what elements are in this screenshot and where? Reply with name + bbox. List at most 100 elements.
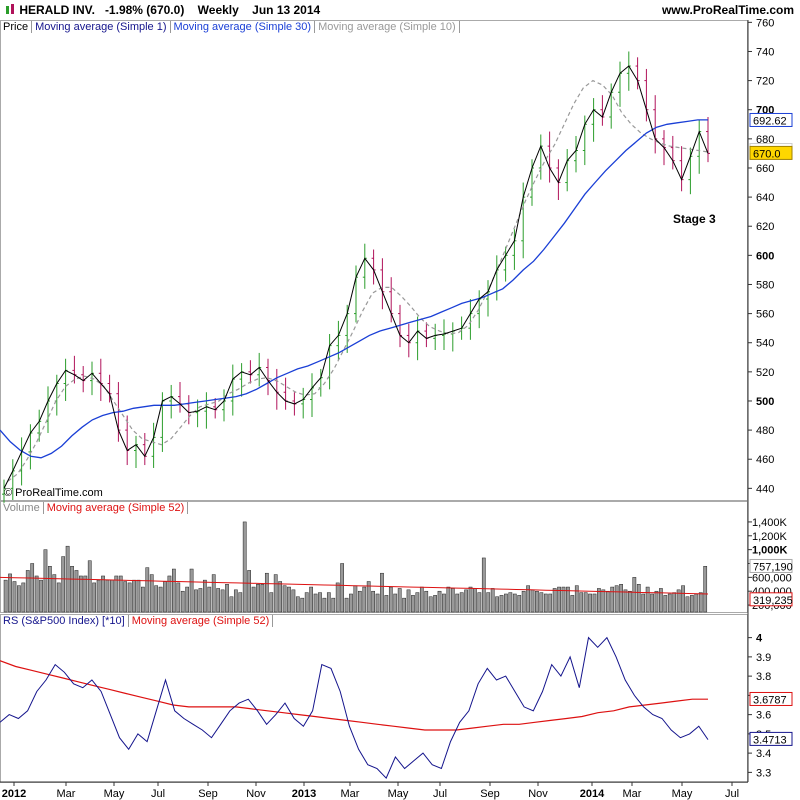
badge-vol-ma: 757,190 bbox=[753, 561, 793, 573]
volume-bar bbox=[636, 584, 641, 613]
volume-bar bbox=[672, 592, 677, 613]
y-tick-label: 560 bbox=[756, 309, 774, 321]
period: Weekly bbox=[197, 3, 239, 17]
volume-bar bbox=[12, 581, 17, 613]
y-tick-label: 520 bbox=[756, 367, 774, 379]
badge-vol-last: 319,235 bbox=[753, 595, 793, 607]
y-tick-label: 500 bbox=[756, 396, 774, 408]
volume-bar bbox=[645, 586, 650, 613]
legend-ma30[interactable]: Moving average (Simple 30) bbox=[170, 21, 316, 33]
header-icon bbox=[4, 4, 16, 16]
x-tick-label: 2013 bbox=[292, 788, 316, 800]
badge-ma30-bg bbox=[749, 112, 793, 127]
volume-bar bbox=[335, 582, 340, 613]
volume-bar bbox=[375, 593, 380, 613]
volume-bar bbox=[238, 592, 243, 613]
volume-bar bbox=[48, 566, 52, 613]
price-change: -1.98% (670.0) bbox=[104, 3, 185, 17]
volume-bar bbox=[521, 590, 526, 613]
volume-bar bbox=[21, 582, 26, 613]
volume-bar bbox=[25, 570, 30, 613]
volume-bar bbox=[579, 592, 584, 613]
ma10-line bbox=[7, 79, 709, 482]
volume-bar bbox=[397, 588, 402, 613]
volume-bar bbox=[340, 563, 344, 613]
legend-vol-ma52[interactable]: Moving average (Simple 52) bbox=[43, 502, 189, 514]
volume-bar bbox=[384, 595, 389, 613]
volume-bar bbox=[690, 595, 694, 613]
y-tick-label: 720 bbox=[756, 76, 774, 88]
badge-rs-last: 3.4713 bbox=[753, 734, 787, 746]
legend-price[interactable]: Price bbox=[0, 21, 33, 33]
legend-rs-ma52[interactable]: Moving average (Simple 52) bbox=[128, 615, 274, 627]
volume-bar bbox=[269, 592, 274, 613]
y-tick-label: 3.6 bbox=[756, 710, 771, 722]
volume-bar bbox=[291, 589, 296, 613]
badge-rs-ma-bg bbox=[749, 691, 793, 706]
volume-bar bbox=[17, 585, 21, 613]
legend-rs[interactable]: RS (S&P500 Index) [*10] bbox=[0, 615, 129, 627]
volume-bar bbox=[623, 589, 628, 613]
copyright: © ProRealTime.com bbox=[4, 487, 103, 499]
legend-ma1[interactable]: Moving average (Simple 1) bbox=[32, 21, 171, 33]
x-tick-label: Nov bbox=[246, 788, 266, 800]
volume-bar bbox=[601, 589, 606, 613]
legend-volume[interactable]: Volume bbox=[0, 502, 44, 514]
volume-bar bbox=[526, 585, 530, 613]
volume-bar bbox=[566, 586, 570, 613]
y-tick-label: 760 bbox=[756, 17, 774, 29]
volume-bar bbox=[588, 593, 592, 613]
y-tick-label: 1,000K bbox=[752, 545, 788, 557]
volume-bar bbox=[698, 592, 703, 613]
volume-bar bbox=[172, 568, 176, 613]
volume-bar bbox=[331, 597, 336, 613]
volume-bar bbox=[583, 592, 588, 613]
volume-bar bbox=[380, 572, 384, 613]
volume-bar bbox=[282, 585, 287, 613]
volume-bar bbox=[548, 593, 553, 613]
chart-header: HERALD INV. -1.98% (670.0) Weekly Jun 13… bbox=[4, 2, 320, 18]
close-line bbox=[3, 65, 709, 489]
y-tick-label: 600,000 bbox=[752, 572, 792, 584]
volume-bar bbox=[681, 585, 685, 613]
volume-bar bbox=[229, 596, 234, 613]
volume-bar bbox=[242, 521, 247, 613]
volume-bar bbox=[362, 586, 367, 613]
x-tick-label: Nov bbox=[528, 788, 548, 800]
volume-bar bbox=[535, 590, 539, 613]
volume-bar bbox=[703, 566, 708, 613]
y-tick-label: 540 bbox=[756, 338, 774, 350]
y-tick-label: 660 bbox=[756, 163, 774, 175]
volume-bar bbox=[8, 573, 12, 613]
volume-bar bbox=[154, 585, 159, 613]
volume-bar bbox=[287, 586, 291, 613]
volume-bar bbox=[388, 586, 393, 613]
volume-bar bbox=[163, 581, 167, 613]
volume-bar bbox=[490, 588, 495, 613]
x-tick-label: 2014 bbox=[580, 788, 605, 800]
x-tick-label: Jul bbox=[151, 788, 165, 800]
volume-bar bbox=[189, 568, 194, 613]
badge-ma30: 692.62 bbox=[753, 115, 787, 127]
volume-bar bbox=[659, 588, 663, 613]
volume-bar bbox=[34, 575, 39, 613]
volume-bar bbox=[123, 581, 128, 613]
volume-bar bbox=[557, 586, 561, 613]
volume-bar bbox=[251, 586, 256, 613]
y-tick-label: 600 bbox=[756, 250, 774, 262]
legend-ma10[interactable]: Moving average (Simple 10) bbox=[315, 21, 460, 33]
volume-bar bbox=[433, 595, 437, 613]
volume-bar bbox=[56, 582, 61, 613]
volume-bar bbox=[202, 579, 207, 613]
stage-annotation: Stage 3 bbox=[673, 212, 716, 226]
x-tick-label: May bbox=[388, 788, 409, 800]
x-tick-label: 2012 bbox=[2, 788, 26, 800]
site-url[interactable]: www.ProRealTime.com bbox=[661, 3, 794, 17]
volume-bar bbox=[477, 592, 482, 613]
x-tick-label: Mar bbox=[57, 788, 76, 800]
volume-bar bbox=[264, 572, 269, 613]
x-tick-label: May bbox=[104, 788, 125, 800]
volume-bar bbox=[176, 582, 181, 613]
volume-legend: Volume Moving average (Simple 52) bbox=[0, 501, 189, 515]
